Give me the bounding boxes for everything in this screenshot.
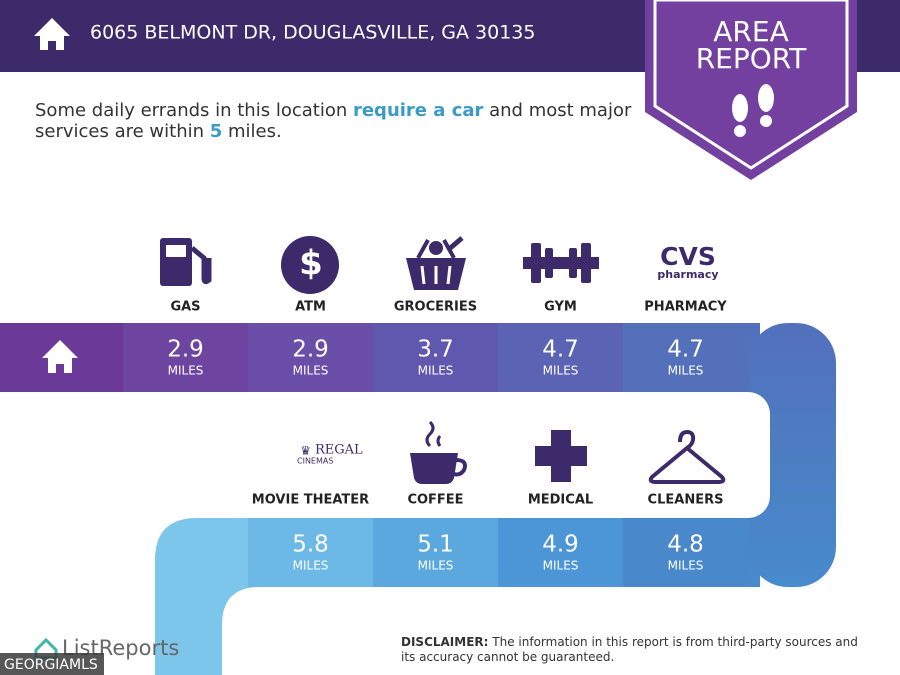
service-label: PHARMACY (644, 300, 727, 315)
service-label: GYM (544, 300, 577, 315)
distance-cell (498, 518, 624, 587)
distance-cell (373, 323, 499, 392)
service-label: MEDICAL (528, 493, 593, 508)
cvs-logo: CVS (660, 242, 716, 271)
intro-text: Some daily errands in this location (35, 100, 353, 121)
distance: 2.9 (292, 337, 329, 363)
service-label: GAS (170, 300, 200, 315)
regal-sub: CINEMAS (297, 457, 333, 466)
distance-cell (498, 323, 624, 392)
badge-line: AREA (713, 15, 788, 48)
distance: 4.9 (542, 532, 579, 558)
service-label: MOVIE THEATER (252, 493, 369, 508)
distance: 3.7 (417, 337, 454, 363)
distance-unit: MILES (418, 364, 454, 378)
distance-unit: MILES (293, 364, 329, 378)
distance-unit: MILES (668, 364, 704, 378)
service-label: COFFEE (407, 493, 463, 508)
distance-cell (373, 518, 499, 587)
distance: 4.8 (667, 532, 704, 558)
distance: 4.7 (542, 337, 579, 363)
cvs-sub: pharmacy (657, 268, 718, 281)
badge-border (653, 0, 849, 170)
intro: Some daily errands in this location requ… (35, 100, 635, 142)
icons: ♛ (160, 236, 726, 484)
atm-symbol: $ (299, 244, 323, 284)
distance-unit: MILES (543, 364, 579, 378)
distance: 4.7 (667, 337, 704, 363)
home-icon (34, 18, 70, 50)
disclaimer: DISCLAIMER: The information in this repo… (401, 635, 871, 665)
regal-logo: REGAL (315, 443, 363, 458)
distance-cell (623, 518, 749, 587)
disclaimer-label: DISCLAIMER: (401, 635, 489, 649)
distance-cell (248, 518, 374, 587)
connector (748, 323, 836, 587)
address: 6065 BELMONT DR, DOUGLASVILLE, GA 30135 (90, 22, 536, 44)
distance-cell (623, 323, 749, 392)
distance: 5.8 (292, 532, 329, 558)
home-icon (42, 340, 78, 373)
mls-box (0, 653, 104, 675)
disclaimer-text: The information in this report is from t… (401, 635, 862, 664)
distance-cell (248, 323, 374, 392)
connector (155, 518, 260, 675)
gap (0, 392, 770, 518)
distance-unit: MILES (668, 559, 704, 573)
distance-unit: MILES (168, 364, 204, 378)
intro-text: miles. (222, 121, 282, 142)
service-label: GROCERIES (394, 300, 477, 315)
intro-highlight: require a car (352, 100, 484, 121)
distance-unit: MILES (543, 559, 579, 573)
service-label: ATM (295, 300, 326, 315)
mls-logo: GEORGIAMLS (4, 657, 98, 673)
intro-miles: 5 (209, 121, 223, 142)
distance-unit: MILES (293, 559, 329, 573)
badge-line: REPORT (696, 42, 807, 75)
distance-unit: MILES (418, 559, 454, 573)
svg-text:♛: ♛ (300, 444, 311, 458)
intro-text: and most major services are within (35, 100, 638, 142)
service-label: CLEANERS (648, 493, 724, 508)
distance: 2.9 (167, 337, 204, 363)
footprints (732, 84, 774, 137)
distance-cell (123, 323, 249, 392)
distance: 5.1 (417, 532, 454, 558)
